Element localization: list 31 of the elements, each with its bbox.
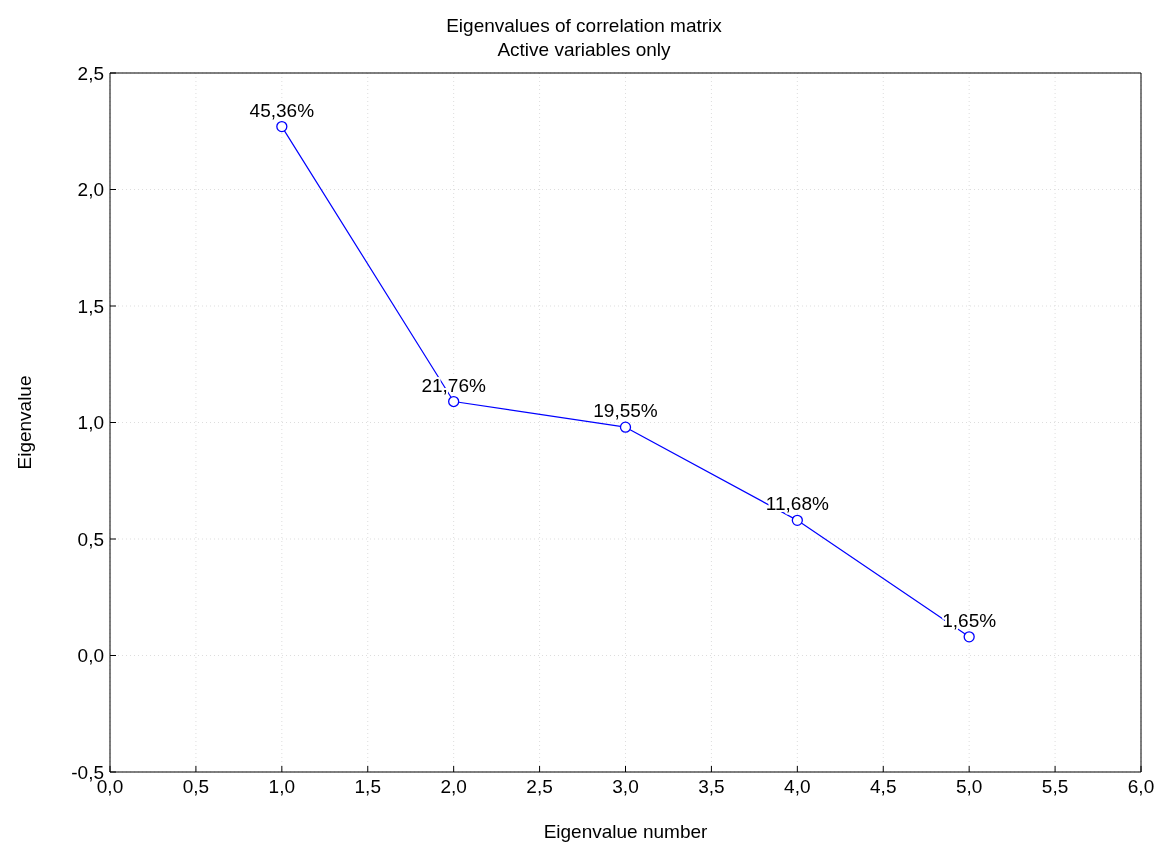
point — [448, 395, 460, 408]
y-axis-title: Eigenvalue — [13, 375, 35, 470]
point — [276, 120, 288, 133]
x-tick-label: 3,5 — [698, 776, 725, 798]
point — [963, 631, 975, 643]
annotation: 45,36% — [249, 99, 315, 121]
point — [619, 421, 632, 433]
x-tick-label: 0,5 — [182, 776, 210, 798]
x-tick-label: 4,5 — [870, 776, 897, 798]
x-tick-label: 2,5 — [526, 776, 553, 798]
y-tick-label: 2,5 — [77, 62, 104, 84]
x-tick-label: 4,0 — [784, 776, 811, 798]
annotation: 1,65% — [942, 609, 997, 631]
annotation: 11,68% — [765, 493, 829, 515]
x-tick-label: 6,0 — [1127, 776, 1155, 798]
y-tick-label: 0,5 — [77, 528, 104, 550]
annotation: 19,55% — [593, 400, 658, 422]
y-tick-label: 1,5 — [77, 295, 104, 317]
y-tick-label: 2,0 — [77, 179, 104, 201]
chart-subtitle: Active variables only — [496, 38, 672, 62]
y-tick-label: 1,0 — [77, 412, 104, 434]
x-tick-label: 5,5 — [1041, 776, 1069, 798]
x-tick-label: 5,0 — [955, 776, 983, 798]
x-axis-title: Eigenvalue number — [543, 821, 709, 842]
x-tick-label: 1,0 — [268, 776, 296, 798]
y-tick-label: 0,0 — [77, 645, 104, 667]
chart-title: Eigenvalues of correlation matrix — [445, 14, 723, 38]
point — [791, 514, 803, 527]
x-tick-label: 2,0 — [440, 776, 467, 798]
x-tick-label: 1,5 — [354, 776, 381, 798]
x-tick-label: 3,0 — [612, 776, 639, 798]
